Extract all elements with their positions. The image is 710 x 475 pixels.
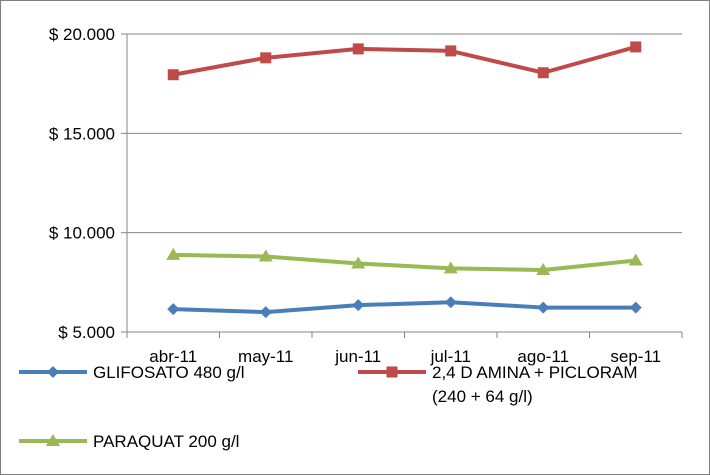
series-1-point-4 (537, 67, 549, 79)
legend-label-0: GLIFOSATO 480 g/l (93, 363, 245, 382)
series-lines (166, 41, 643, 319)
series-0-point-1 (259, 306, 272, 319)
series-0-point-5 (629, 301, 642, 314)
series-2-point-5 (628, 253, 643, 266)
y-tick-label-3: $ 20.000 (49, 25, 115, 44)
series-line-2 (171, 252, 638, 273)
x-tick-label-3: jul-11 (430, 347, 471, 366)
series-1-point-3 (445, 45, 457, 57)
x-tick-label-5: sep-11 (610, 347, 661, 366)
series-2-point-3 (443, 261, 458, 274)
y-tick-label-1: $ 10.000 (49, 224, 115, 243)
series-line-1 (171, 44, 638, 77)
y-tick-label-0: $ 5.000 (58, 323, 115, 342)
legend-marker-0 (47, 366, 59, 378)
series-2-point-4 (536, 263, 551, 276)
x-tick-label-1: may-11 (238, 347, 293, 366)
series-2-point-2 (351, 256, 366, 269)
series-1-point-0 (167, 69, 179, 81)
series-2-point-1 (258, 249, 273, 262)
legend-label-1-line-1: (240 + 64 g/l) (432, 387, 533, 406)
series-1-point-5 (630, 41, 642, 53)
legend-marker-2 (46, 434, 60, 446)
legend: GLIFOSATO 480 g/l 2,4 D AMINA + PICLORAM (… (19, 363, 638, 451)
series-1-point-1 (260, 52, 272, 64)
legend-marker-1 (386, 366, 398, 378)
series-line-0 (171, 300, 638, 315)
series-0-point-4 (537, 301, 550, 314)
series-0-point-3 (444, 296, 457, 309)
y-tick-label-2: $ 15.000 (49, 124, 115, 143)
series-2-point-0 (166, 247, 181, 260)
x-tick-label-2: jun-11 (334, 347, 381, 366)
x-tick-label-4: ago-11 (517, 347, 569, 366)
axes: $ 5.000 $ 10.000 $ 15.000 $ 20.000 abr-11 may… (49, 25, 683, 366)
legend-label-1: 2,4 D AMINA + PICLORAM (432, 363, 638, 382)
series-0-point-0 (167, 303, 180, 316)
legend-label-2: PARAQUAT 200 g/l (93, 432, 239, 451)
series-0-point-2 (352, 299, 365, 312)
x-tick-label-0: abr-11 (149, 347, 197, 366)
series-1-point-2 (352, 43, 364, 55)
grid-lines (127, 33, 682, 333)
